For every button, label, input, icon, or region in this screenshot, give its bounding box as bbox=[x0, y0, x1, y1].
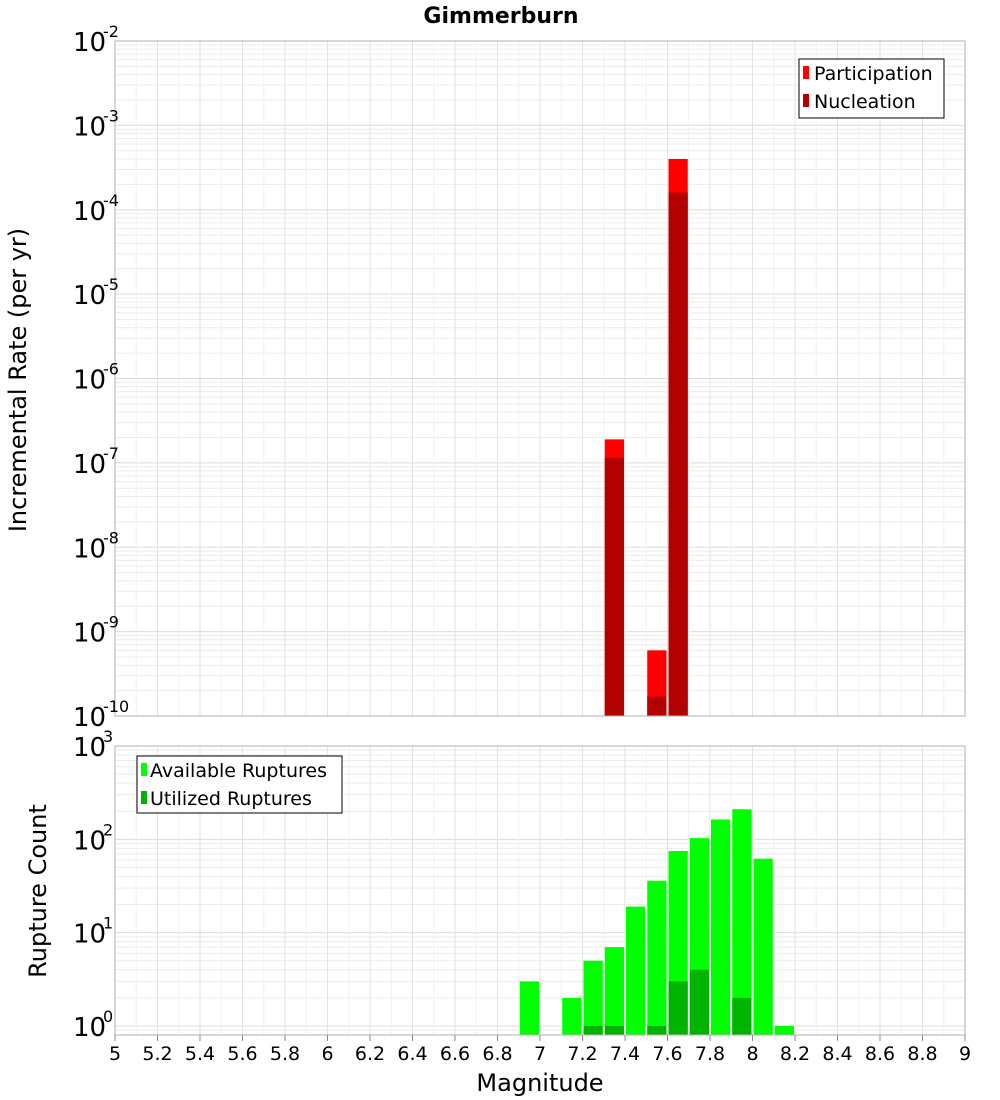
top-ytick-base: 10 bbox=[73, 281, 106, 311]
bottom-ytick-base: 10 bbox=[73, 826, 106, 856]
top-ytick-exp: -6 bbox=[103, 360, 119, 379]
top-ytick-exp: -2 bbox=[103, 22, 119, 41]
x-tick-label: 9 bbox=[959, 1043, 971, 1065]
bottom-ytick-base: 10 bbox=[73, 1013, 106, 1043]
top-ytick-base: 10 bbox=[73, 450, 106, 480]
x-tick-label: 8.8 bbox=[907, 1043, 937, 1065]
bottom-bar-a bbox=[519, 981, 539, 1035]
bottom-bar-a bbox=[774, 1025, 794, 1035]
bottom-legend-box bbox=[136, 755, 343, 814]
top-ytick-base: 10 bbox=[73, 28, 106, 58]
chart-title: Gimmerburn bbox=[423, 4, 578, 29]
x-tick-label: 7.4 bbox=[610, 1043, 640, 1065]
bottom-ytick-base: 10 bbox=[73, 920, 106, 950]
legend-label-nucleation: Nucleation bbox=[814, 91, 916, 113]
bottom-ytick-exp: 0 bbox=[103, 1007, 113, 1026]
top-bar-b bbox=[647, 696, 667, 716]
bottom-bar-b bbox=[583, 1025, 603, 1035]
x-tick-label: 8.6 bbox=[865, 1043, 895, 1065]
legend-label-participation: Participation bbox=[814, 63, 933, 85]
legend-swatch-available bbox=[141, 763, 147, 776]
top-ytick-base: 10 bbox=[73, 619, 106, 649]
bottom-legend: Available Ruptures Utilized Ruptures bbox=[136, 755, 343, 814]
x-axis-label: Magnitude bbox=[476, 1069, 603, 1097]
top-ytick-exp: -7 bbox=[103, 444, 119, 463]
bottom-bar-a bbox=[583, 960, 603, 1035]
top-legend-box bbox=[798, 58, 945, 119]
top-ytick-exp: -4 bbox=[103, 191, 119, 210]
top-y-ticks: 10-210-310-410-510-610-710-810-910-10 bbox=[73, 22, 129, 733]
bottom-bar-a bbox=[753, 858, 773, 1035]
bottom-bar-a bbox=[711, 819, 731, 1035]
bottom-y-axis-label: Rupture Count bbox=[24, 804, 52, 978]
x-tick-label: 6 bbox=[321, 1043, 333, 1065]
x-tick-label: 6.4 bbox=[397, 1043, 427, 1065]
top-panel: 10-210-310-410-510-610-710-810-910-10 In… bbox=[4, 22, 966, 733]
bottom-ytick-base: 10 bbox=[73, 733, 106, 763]
top-ytick-base: 10 bbox=[73, 366, 106, 396]
top-ytick-base: 10 bbox=[73, 197, 106, 227]
bottom-ytick-exp: 1 bbox=[103, 914, 113, 933]
x-tick-label: 8.4 bbox=[822, 1043, 852, 1065]
bottom-bar-a bbox=[604, 947, 624, 1035]
bottom-bar-b bbox=[668, 981, 688, 1035]
x-tick-label: 5.6 bbox=[227, 1043, 257, 1065]
x-tick-label: 7.8 bbox=[695, 1043, 725, 1065]
x-tick-label: 5.4 bbox=[185, 1043, 215, 1065]
top-ytick-base: 10 bbox=[73, 112, 106, 142]
bottom-bar-b bbox=[732, 997, 752, 1035]
top-ytick-exp: -10 bbox=[103, 697, 129, 716]
x-tick-label: 5 bbox=[109, 1043, 121, 1065]
bottom-bar-a bbox=[647, 880, 667, 1035]
x-tick-label: 7 bbox=[534, 1043, 546, 1065]
top-ytick-exp: -3 bbox=[103, 106, 119, 125]
x-tick-label: 6.2 bbox=[355, 1043, 385, 1065]
bottom-ytick-exp: 2 bbox=[103, 820, 113, 839]
x-tick-label: 8.2 bbox=[780, 1043, 810, 1065]
bottom-bar-a bbox=[626, 906, 646, 1035]
x-tick-label: 6.8 bbox=[482, 1043, 512, 1065]
top-ytick-exp: -5 bbox=[103, 275, 119, 294]
top-bar-b bbox=[604, 457, 624, 716]
bottom-bar-b bbox=[689, 969, 709, 1035]
top-bar-b bbox=[668, 192, 688, 717]
top-ytick-exp: -9 bbox=[103, 613, 119, 632]
top-y-axis-label: Incremental Rate (per yr) bbox=[4, 228, 32, 532]
top-legend: Participation Nucleation bbox=[798, 58, 945, 119]
legend-swatch-nucleation bbox=[803, 94, 809, 107]
bottom-bar-a bbox=[732, 809, 752, 1035]
legend-swatch-utilized bbox=[141, 791, 147, 804]
top-bars bbox=[604, 158, 688, 717]
x-tick-label: 6.6 bbox=[440, 1043, 470, 1065]
bottom-bars bbox=[519, 809, 794, 1035]
bottom-bar-a bbox=[562, 997, 582, 1035]
x-tick-label: 7.2 bbox=[567, 1043, 597, 1065]
x-tick-label: 8 bbox=[746, 1043, 758, 1065]
legend-swatch-participation bbox=[803, 66, 809, 79]
top-ytick-base: 10 bbox=[73, 703, 106, 733]
top-ytick-base: 10 bbox=[73, 534, 106, 564]
legend-label-utilized: Utilized Ruptures bbox=[150, 788, 312, 810]
x-tick-label: 5.8 bbox=[270, 1043, 300, 1065]
x-ticks: 5 5.2 5.4 5.6 5.8 6 6.2 6.4 6.6 6.8 7 7.2 7.4 7.6 7.8 8… bbox=[109, 1035, 971, 1065]
top-gridlines bbox=[114, 40, 966, 717]
legend-label-available: Available Ruptures bbox=[150, 760, 327, 782]
bottom-bar-b bbox=[604, 1025, 624, 1035]
x-tick-label: 5.2 bbox=[142, 1043, 172, 1065]
top-plot-border bbox=[114, 40, 966, 717]
top-ytick-exp: -8 bbox=[103, 528, 119, 547]
bottom-ytick-exp: 3 bbox=[103, 727, 113, 746]
bottom-bar-b bbox=[647, 1025, 667, 1035]
x-tick-label: 7.6 bbox=[652, 1043, 682, 1065]
